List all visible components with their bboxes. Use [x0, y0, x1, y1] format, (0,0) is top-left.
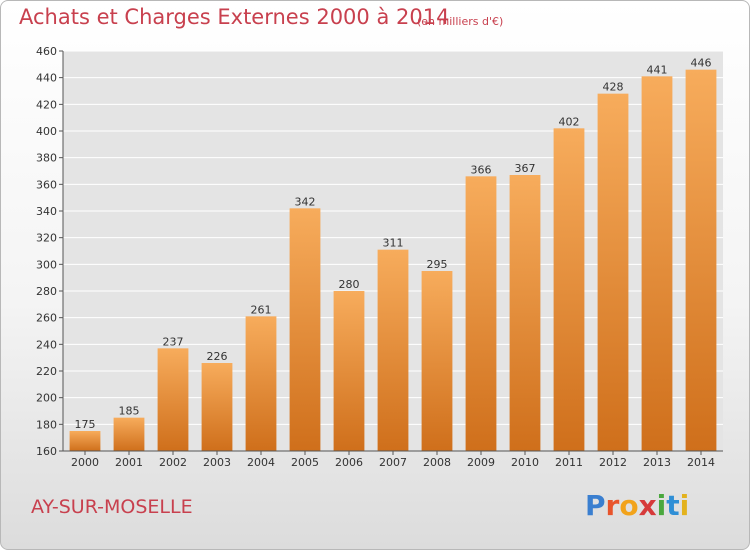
logo-letter: P: [585, 489, 606, 522]
bar: [377, 249, 409, 451]
x-tick-label: 2006: [335, 456, 363, 469]
x-tick-label: 2001: [115, 456, 143, 469]
bar: [333, 291, 365, 451]
bar: [421, 271, 453, 451]
y-tick-label: 220: [36, 365, 57, 378]
bar: [245, 316, 277, 451]
logo-letter: x: [638, 489, 657, 522]
proxiti-logo: Proxiti: [585, 489, 689, 522]
y-tick-label: 340: [36, 205, 57, 218]
y-tick-label: 260: [36, 312, 57, 325]
bar: [641, 76, 673, 451]
x-tick-label: 2011: [555, 456, 583, 469]
y-tick-label: 200: [36, 392, 57, 405]
logo-letter: r: [605, 489, 620, 522]
bar: [465, 176, 497, 452]
bar: [685, 69, 717, 452]
y-tick-label: 160: [36, 445, 57, 458]
x-tick-label: 2007: [379, 456, 407, 469]
y-tick-label: 420: [36, 98, 57, 111]
bar: [597, 93, 629, 452]
y-tick-label: 240: [36, 338, 57, 351]
x-tick-label: 2008: [423, 456, 451, 469]
y-tick-label: 360: [36, 178, 57, 191]
data-label: 237: [163, 335, 184, 348]
data-label: 295: [427, 258, 448, 271]
y-tick-label: 400: [36, 125, 57, 138]
chart-title: Achats et Charges Externes 2000 à 2014: [19, 5, 450, 29]
bar: [553, 128, 585, 451]
x-tick-label: 2009: [467, 456, 495, 469]
data-label: 441: [647, 63, 668, 76]
data-label: 342: [295, 195, 316, 208]
data-label: 175: [75, 418, 96, 431]
logo-letter: i: [656, 489, 667, 522]
data-label: 428: [603, 81, 624, 94]
x-tick-label: 2013: [643, 456, 671, 469]
bar: [289, 208, 321, 451]
bar: [157, 348, 189, 451]
data-label: 226: [207, 350, 228, 363]
commune-name: AY-SUR-MOSELLE: [31, 496, 193, 518]
x-tick-label: 2000: [71, 456, 99, 469]
data-label: 311: [383, 237, 404, 250]
x-tick-label: 2005: [291, 456, 319, 469]
data-label: 366: [471, 163, 492, 176]
bar: [113, 417, 145, 451]
y-tick-label: 440: [36, 72, 57, 85]
data-label: 280: [339, 278, 360, 291]
y-tick-label: 380: [36, 152, 57, 165]
y-tick-label: 460: [36, 45, 57, 58]
data-label: 261: [251, 303, 272, 316]
x-tick-label: 2012: [599, 456, 627, 469]
y-tick-label: 320: [36, 232, 57, 245]
bar: [509, 175, 541, 451]
data-label: 446: [691, 57, 712, 70]
data-label: 185: [119, 405, 140, 418]
bar: [201, 363, 233, 451]
x-tick-label: 2014: [687, 456, 715, 469]
x-tick-label: 2002: [159, 456, 187, 469]
logo-letter: o: [619, 489, 639, 522]
y-tick-label: 280: [36, 285, 57, 298]
data-label: 402: [559, 115, 580, 128]
data-label: 367: [515, 162, 536, 175]
y-tick-label: 300: [36, 258, 57, 271]
x-tick-label: 2003: [203, 456, 231, 469]
x-tick-label: 2010: [511, 456, 539, 469]
logo-letter: t: [666, 489, 680, 522]
logo-letter: i: [679, 489, 690, 522]
y-tick-label: 180: [36, 418, 57, 431]
bar: [69, 431, 101, 451]
x-tick-label: 2004: [247, 456, 275, 469]
chart-subtitle: (en milliers d'€): [417, 15, 504, 28]
